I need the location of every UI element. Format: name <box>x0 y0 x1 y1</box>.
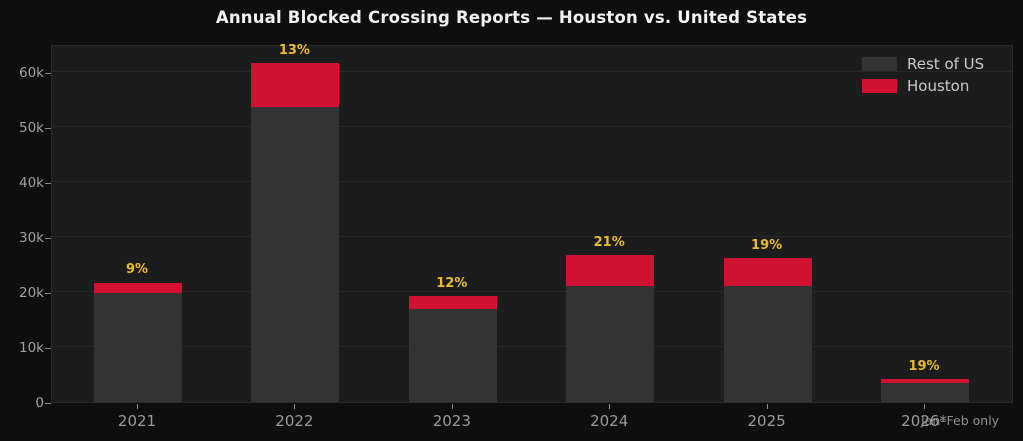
legend-item-houston: Houston <box>862 75 984 97</box>
bar-segment-houston <box>94 282 182 294</box>
footnote: Jan–Feb only <box>921 413 1000 428</box>
x-tick-label: 2024 <box>590 412 629 430</box>
bar-group-2024 <box>566 255 655 402</box>
gridline <box>52 290 1012 292</box>
pct-label: 9% <box>125 262 149 278</box>
gridline <box>52 235 1012 237</box>
x-tick-mark <box>766 404 768 409</box>
y-tick-mark <box>45 127 51 129</box>
y-tick-mark <box>45 347 51 349</box>
legend-label: Rest of US <box>907 55 985 73</box>
y-tick-mark <box>45 237 51 239</box>
bar-segment-rest-of-us <box>723 285 812 402</box>
chart-title: Annual Blocked Crossing Reports — Housto… <box>215 8 808 27</box>
x-tick-label: 2022 <box>275 412 314 430</box>
pct-label: 19% <box>751 237 783 253</box>
bar-segment-rest-of-us <box>251 106 340 402</box>
x-tick-label: 2021 <box>117 412 157 430</box>
y-tick-label: 0 <box>35 395 44 411</box>
bar-segment-rest-of-us <box>881 383 969 402</box>
legend-swatch-rest-of-us-icon <box>862 57 897 71</box>
bar-segment-houston <box>408 295 497 309</box>
plot-area <box>51 45 1013 403</box>
bar-segment-rest-of-us <box>408 308 497 402</box>
bar-group-2021 <box>94 282 182 402</box>
y-tick-label: 40k <box>19 174 44 191</box>
y-tick-label: 50k <box>19 119 44 136</box>
bar-segment-houston <box>251 62 340 107</box>
x-tick-mark <box>137 404 138 409</box>
x-tick-label: 2023 <box>432 412 471 430</box>
pct-label: 13% <box>278 42 310 58</box>
bar-group-2026 <box>881 378 969 402</box>
bar-group-2025 <box>723 257 812 402</box>
x-tick-mark <box>451 404 453 409</box>
gridline <box>52 125 1012 127</box>
y-tick-mark <box>45 403 51 404</box>
y-tick-mark <box>45 72 51 74</box>
legend-item-rest-of-us: Rest of US <box>862 53 984 75</box>
y-tick-label: 30k <box>19 229 44 246</box>
y-tick-mark <box>45 182 51 184</box>
bar-group-2022 <box>251 62 340 402</box>
x-tick-mark <box>924 404 925 409</box>
y-tick-label: 20k <box>19 284 44 301</box>
pct-label: 12% <box>436 275 468 291</box>
gridline <box>52 70 1012 72</box>
legend-swatch-houston-icon <box>862 79 897 93</box>
y-tick-label: 60k <box>19 64 44 81</box>
legend-label: Houston <box>907 77 970 95</box>
y-tick-label: 10k <box>19 339 44 356</box>
bar-segment-rest-of-us <box>566 286 655 402</box>
bar-group-2023 <box>408 295 497 402</box>
x-tick-label: 2026* <box>901 412 947 430</box>
gridline <box>52 180 1012 182</box>
gridline <box>52 345 1012 347</box>
bar-segment-houston <box>566 255 655 287</box>
x-tick-mark <box>294 404 296 409</box>
pct-label: 19% <box>908 358 940 374</box>
bar-segment-rest-of-us <box>94 293 182 402</box>
bar-segment-houston <box>881 378 969 384</box>
x-tick-label: 2025 <box>747 412 786 430</box>
y-tick-mark <box>45 292 51 294</box>
pct-label: 21% <box>593 235 625 251</box>
x-tick-mark <box>609 404 611 409</box>
legend: Rest of US Houston <box>862 53 984 97</box>
bar-segment-houston <box>723 257 812 286</box>
